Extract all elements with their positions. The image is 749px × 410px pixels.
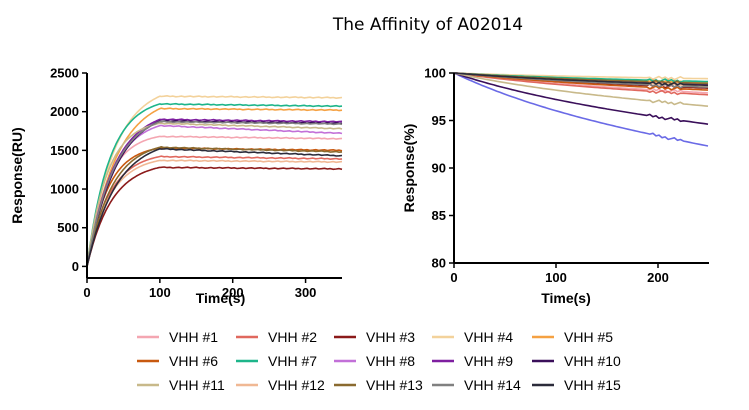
left-x-tick-label: 200 [222,285,244,300]
right-y-tick-label: 85 [432,208,446,223]
left-chart: 0 500 1000 1500 2000 2500 0 100 200 300 Time(s) Res… [9,66,343,306]
legend-label: VHH #15 [564,377,621,393]
legend-item: VHH #13 [334,377,423,393]
right-x-tick-label: 0 [450,270,457,285]
left-series-line-1 [86,135,343,267]
left-y-tick-label: 2500 [50,66,79,81]
legend-label: VHH #14 [464,377,521,393]
left-y-tick-label: 1500 [50,143,79,158]
right-series-line-11 [453,72,709,107]
right-chart: 80 85 90 95 100 0 100 200 Time(s) Response(%) [401,66,709,306]
legend-item: VHH #3 [334,329,415,345]
legend-label: VHH #2 [268,329,317,345]
left-x-tick-label: 100 [149,285,171,300]
left-series-line-11 [86,122,343,267]
legend-label: VHH #1 [169,329,218,345]
legend-item: VHH #7 [236,353,317,369]
right-y-tick-label: 100 [424,66,446,81]
right-x-tick-label: 200 [647,270,669,285]
right-x-tick-label: 100 [545,270,567,285]
legend-item: VHH #15 [532,377,621,393]
right-y-tick-label: 90 [432,161,446,176]
left-series-line-14 [86,120,343,267]
legend-label: VHH #13 [366,377,423,393]
left-series-line-15 [86,147,343,267]
legend: VHH #1 VHH #2 VHH #3 VHH #4 VHH #5 VHH #6 VHH … [137,329,621,393]
left-y-tick-label: 1000 [50,182,79,197]
legend-label: VHH #5 [564,329,613,345]
right-series-line-2 [453,72,709,96]
left-series-line-3 [86,166,343,267]
left-series-line-4 [86,95,343,267]
legend-label: VHH #4 [464,329,513,345]
legend-item: VHH #4 [432,329,513,345]
legend-label: VHH #3 [366,329,415,345]
legend-label: VHH #10 [564,353,621,369]
left-y-tick-label: 2000 [50,104,79,119]
left-y-axis-label: Response(RU) [9,127,25,223]
left-x-tick-label: 0 [83,285,90,300]
left-series-line-2 [86,155,343,267]
legend-item: VHH #11 [137,377,225,393]
left-x-tick-label: 300 [295,285,317,300]
legend-label: VHH #12 [268,377,325,393]
left-x-axis-label: Time(s) [196,290,246,306]
left-series-line-13 [86,146,343,267]
right-series-line-8 [453,72,709,147]
legend-label: VHH #8 [366,353,415,369]
right-y-tick-label: 95 [432,113,446,128]
legend-label: VHH #9 [464,353,513,369]
left-series-line-7 [86,102,343,267]
right-y-axis-label: Response(%) [401,124,417,213]
left-y-tick-label: 500 [57,220,79,235]
left-series-line-6 [86,146,343,267]
legend-item: VHH #6 [137,353,218,369]
legend-item: VHH #2 [236,329,317,345]
left-series-line-5 [86,107,343,267]
right-y-tick-label: 80 [432,256,446,271]
legend-label: VHH #7 [268,353,317,369]
left-y-tick-label: 0 [72,259,79,274]
legend-item: VHH #9 [432,353,513,369]
legend-item: VHH #14 [432,377,521,393]
legend-label: VHH #11 [169,377,225,393]
legend-item: VHH #5 [532,329,613,345]
legend-label: VHH #6 [169,353,218,369]
right-x-axis-label: Time(s) [541,290,591,306]
legend-item: VHH #10 [532,353,621,369]
left-series-line-12 [86,159,343,267]
chart-title: The Affinity of A02014 [332,15,523,35]
legend-item: VHH #8 [334,353,415,369]
right-series-line-15 [453,72,709,87]
right-series-line-10 [453,72,709,125]
legend-item: VHH #12 [236,377,325,393]
legend-item: VHH #1 [137,329,218,345]
